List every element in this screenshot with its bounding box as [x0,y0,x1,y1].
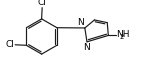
Text: Cl: Cl [6,40,15,49]
Text: Cl: Cl [38,0,47,7]
Text: N: N [77,18,84,27]
Text: 2: 2 [120,34,124,40]
Text: NH: NH [117,30,130,39]
Text: N: N [83,43,90,52]
